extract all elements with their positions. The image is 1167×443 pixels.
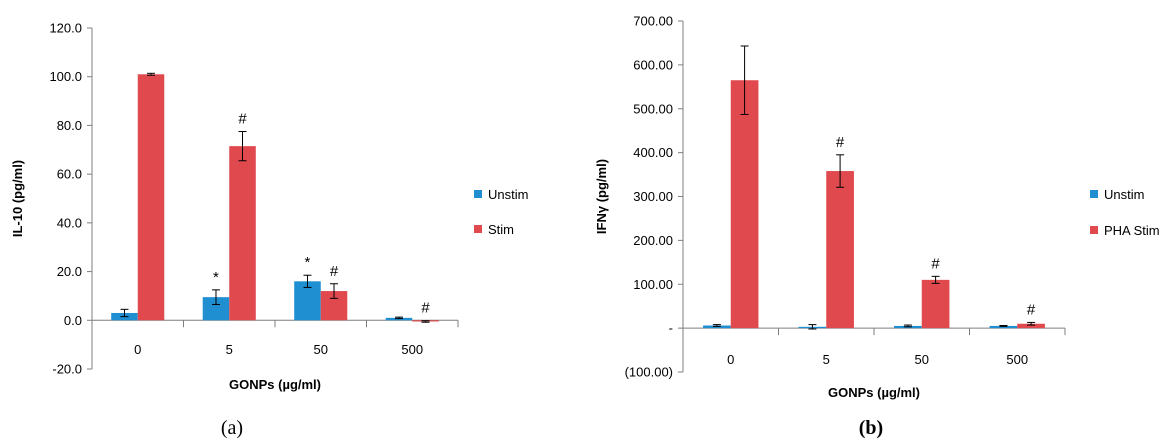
legend-swatch (1090, 190, 1098, 198)
significance-marker: # (330, 263, 339, 280)
y-tick-label: 100.00 (633, 277, 673, 292)
chart-panel-a: -20.0 0.0 20.0 40.0 60.0 80.0 100.0 120.0 0 5 50 50… (10, 21, 528, 440)
legend-label: Stim (488, 222, 514, 237)
y-tick-label: 400.00 (633, 145, 673, 160)
legend-label: PHA Stim (1104, 223, 1160, 238)
panel-label: (b) (859, 417, 883, 439)
significance-marker: # (931, 255, 940, 272)
x-tick-label: 5 (823, 352, 830, 367)
bar-stim (137, 74, 165, 321)
significance-marker: * (305, 254, 311, 271)
y-tick-label: 0.0 (64, 313, 82, 328)
y-tick-label: -20.0 (52, 362, 82, 377)
y-tick-label: 100.0 (49, 69, 82, 84)
x-tick-label: 500 (1006, 352, 1028, 367)
significance-marker: * (213, 269, 219, 286)
legend-swatch (474, 190, 482, 198)
x-tick-label: 500 (401, 342, 423, 357)
panel-label: (a) (221, 417, 243, 439)
y-tick-label: - (669, 321, 673, 336)
y-tick-label: 60.0 (57, 167, 82, 182)
bar-pha-stim (921, 279, 950, 329)
y-tick-label: 80.0 (57, 118, 82, 133)
y-tick-label: 20.0 (57, 264, 82, 279)
y-axis-title: IFNγ (pg/ml) (594, 159, 609, 234)
y-tick-label: 700.00 (633, 14, 673, 29)
legend-swatch (474, 225, 482, 233)
significance-marker: # (421, 299, 430, 316)
bar-pha-stim (826, 171, 854, 329)
x-axis-title: GONPs (µg/ml) (828, 385, 920, 400)
significance-marker: # (238, 111, 247, 128)
x-tick-label: 50 (314, 342, 328, 357)
y-tick-label: 120.0 (49, 21, 82, 36)
y-tick-label: 200.00 (633, 233, 673, 248)
y-axis-title: IL-10 (pg/ml) (10, 160, 25, 237)
significance-marker: # (1027, 301, 1036, 318)
legend-label: Unstim (1104, 187, 1144, 202)
legend-label: Unstim (488, 187, 528, 202)
x-axis-title: GONPs (µg/ml) (229, 377, 321, 392)
bar-stim (229, 146, 256, 321)
x-tick-label: 0 (727, 352, 734, 367)
bar-pha-stim (1017, 323, 1045, 329)
legend-swatch (1090, 226, 1098, 234)
y-tick-label: 40.0 (57, 215, 82, 230)
bar-unstim (202, 297, 230, 321)
bar-pha-stim (730, 80, 759, 329)
x-tick-label: 50 (915, 352, 929, 367)
y-tick-label: 500.00 (633, 101, 673, 116)
y-tick-label: 300.00 (633, 189, 673, 204)
bar-unstim (989, 325, 1018, 329)
x-tick-label: 0 (134, 342, 141, 357)
significance-marker: # (836, 134, 845, 151)
y-tick-label: (100.00) (625, 365, 673, 380)
chart-panel-b: (100.00) - 100.00 200.00 300.00 400.00 500.00 6… (594, 14, 1160, 440)
x-tick-label: 5 (226, 342, 233, 357)
y-tick-label: 600.00 (633, 57, 673, 72)
